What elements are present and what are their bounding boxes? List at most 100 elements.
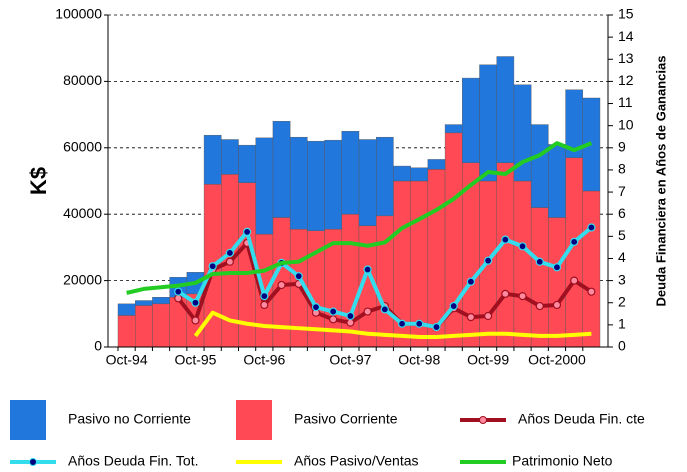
y2-tick-label: 11 [618, 94, 633, 110]
marker [174, 294, 183, 303]
x-tick-label: Oct-96 [243, 352, 285, 368]
marker [570, 276, 579, 285]
bar [307, 140, 325, 232]
bar [289, 136, 308, 230]
legend-label: Pasivo no Corriente [68, 411, 191, 427]
marker [380, 305, 389, 314]
marker [432, 322, 441, 332]
bar [135, 305, 153, 348]
marker [346, 311, 355, 321]
marker [346, 318, 355, 327]
marker [277, 280, 286, 290]
bar [117, 315, 136, 348]
marker [191, 316, 200, 325]
marker [535, 257, 544, 266]
y2-tick-label: 8 [618, 161, 626, 177]
y2-tick-label: 4 [618, 249, 626, 265]
bar [410, 167, 429, 182]
y2-tick-label: 2 [618, 293, 626, 309]
x-tick-label: Oct-94 [106, 352, 148, 368]
bar [530, 124, 549, 208]
marker [208, 262, 217, 271]
marker [225, 248, 234, 258]
bar [462, 77, 480, 163]
marker [587, 287, 596, 296]
marker [363, 265, 372, 274]
y-tick-label: 0 [94, 338, 102, 354]
marker [466, 313, 475, 322]
marker [260, 291, 269, 301]
marker [329, 315, 338, 324]
marker [552, 263, 562, 272]
marker [518, 242, 527, 251]
marker [243, 227, 252, 237]
y-tick-label: 60000 [63, 139, 102, 155]
y-tick-label: 20000 [63, 271, 102, 287]
y2-tick-label: 12 [618, 72, 634, 88]
marker [535, 301, 544, 311]
marker [311, 303, 321, 312]
marker [329, 307, 338, 316]
legend-marker [29, 458, 37, 466]
y2-tick-label: 3 [618, 271, 626, 287]
legend-label: Años Deuda Fin. Tot. [68, 453, 198, 469]
legend-label: Años Pasivo/Ventas [294, 453, 419, 469]
y2-axis-label: Deuda Financiera en Años de Ganancias [653, 56, 668, 307]
bar [341, 130, 360, 215]
y2-tick-label: 10 [618, 116, 634, 132]
legend-label: Pasivo Corriente [294, 411, 398, 427]
marker [449, 301, 458, 311]
marker [552, 300, 562, 310]
marker [587, 223, 596, 232]
y-tick-label: 100000 [55, 6, 102, 22]
y2-tick-label: 13 [618, 50, 634, 66]
bar [376, 136, 394, 217]
legend-label: Patrimonio Neto [512, 453, 613, 469]
bar [203, 134, 222, 185]
bar [548, 144, 566, 218]
y-tick-label: 80000 [63, 72, 102, 88]
bar [444, 124, 463, 134]
x-tick-label: Oct-98 [398, 352, 440, 368]
marker [501, 235, 510, 244]
bar [582, 190, 601, 348]
legend-marker [479, 416, 487, 424]
bar [358, 139, 377, 227]
bar [393, 165, 411, 182]
marker [294, 272, 303, 281]
bar [479, 64, 497, 182]
y-tick-label: 40000 [63, 205, 102, 221]
bar [152, 303, 170, 348]
bar [135, 300, 153, 306]
marker [174, 287, 183, 296]
bar [255, 137, 274, 235]
y2-tick-label: 1 [618, 316, 626, 332]
bar [117, 303, 136, 316]
bar [548, 217, 566, 348]
line [193, 310, 592, 340]
marker [484, 311, 493, 321]
marker [260, 300, 269, 310]
bar [221, 139, 239, 175]
bar [496, 56, 515, 163]
bar [513, 180, 532, 348]
y-axis-label: K$ [26, 167, 51, 195]
marker [191, 298, 200, 307]
bar [496, 162, 515, 348]
bar [272, 121, 291, 218]
y2-tick-label: 6 [618, 205, 626, 221]
x-tick-label: Oct-2000 [528, 352, 586, 368]
marker [397, 319, 407, 328]
y2-tick-label: 14 [618, 28, 634, 44]
marker [501, 289, 510, 298]
y2-tick-label: 15 [618, 6, 634, 22]
line [126, 141, 593, 295]
x-tick-label: Oct-97 [329, 352, 371, 368]
marker [484, 256, 493, 265]
y2-tick-label: 0 [618, 338, 626, 354]
legend-swatch [236, 400, 272, 440]
y2-tick-label: 9 [618, 139, 626, 155]
marker [225, 257, 234, 266]
marker [415, 319, 424, 328]
bar [341, 213, 360, 348]
